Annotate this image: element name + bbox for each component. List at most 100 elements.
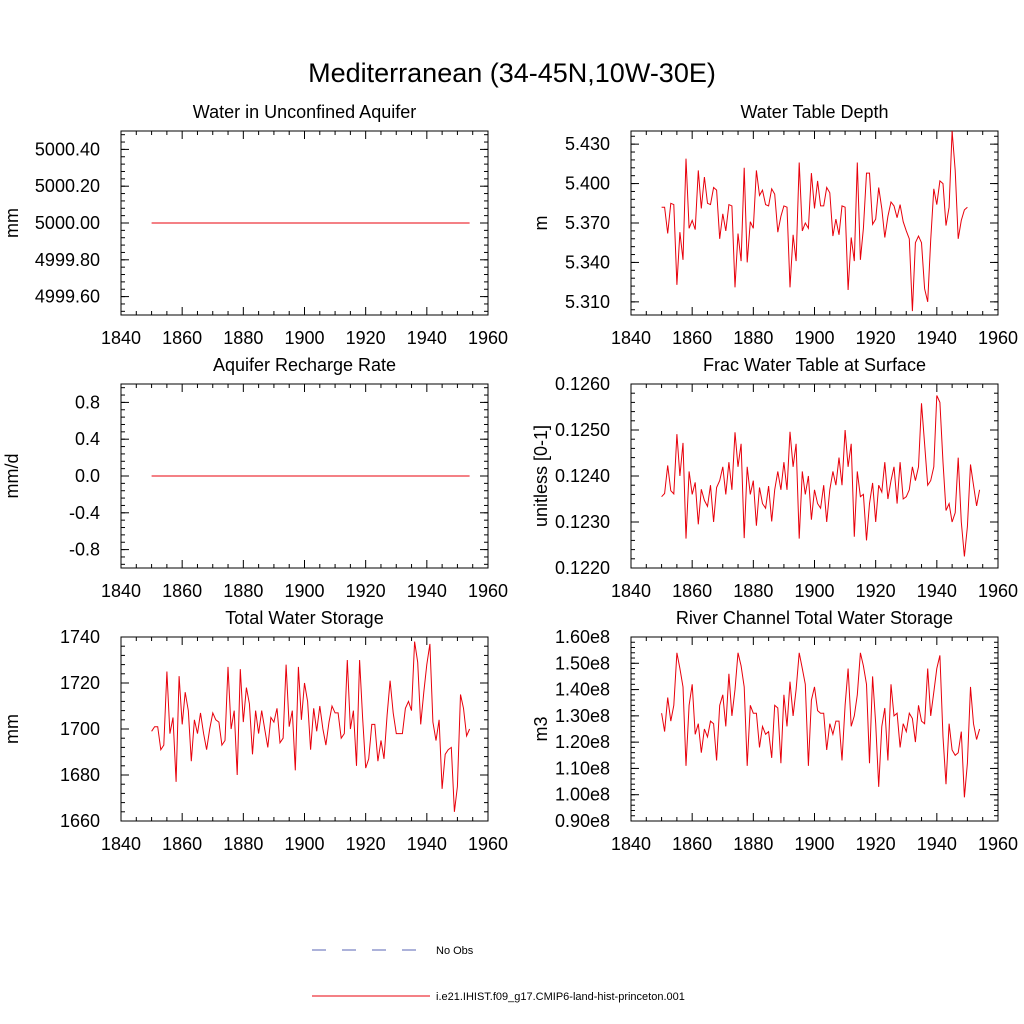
plot-frame [630, 383, 999, 569]
x-tick-label: 1940 [917, 834, 957, 854]
x-tick-label: 1920 [856, 328, 896, 348]
x-tick-label: 1880 [733, 328, 773, 348]
x-tick-label: 1840 [611, 328, 651, 348]
x-tick-label: 1960 [978, 834, 1018, 854]
y-tick-label: 1.40e8 [555, 680, 610, 700]
panel-2: Water Table Depth m 1840 1860 1880 1900 1920 19… [531, 102, 1018, 348]
x-tick-label: 1840 [611, 834, 651, 854]
y-tick-label: 0.1240 [555, 466, 610, 486]
x-tick-label: 1920 [346, 834, 386, 854]
x-tick-label: 1900 [794, 581, 834, 601]
x-tick-label: 1840 [101, 328, 141, 348]
y-axis-label: mm/d [2, 454, 22, 499]
panel-3: Aquifer Recharge Rate mm/d 1840 1860 1880 190… [2, 355, 508, 601]
panel-title: Water Table Depth [740, 102, 888, 122]
x-tick-label: 1860 [162, 328, 202, 348]
x-tick-label: 1920 [856, 834, 896, 854]
x-tick-label: 1920 [856, 581, 896, 601]
y-tick-label: 1.10e8 [555, 758, 610, 778]
y-tick-label: 5000.00 [35, 213, 100, 233]
y-tick-label: 4999.60 [35, 287, 100, 307]
x-tick-label: 1880 [733, 834, 773, 854]
y-tick-label: 5.400 [565, 174, 610, 194]
panel-title: River Channel Total Water Storage [676, 608, 953, 628]
series-line-1 [661, 130, 968, 312]
series-line-1 [661, 652, 981, 798]
panel-title: Aquifer Recharge Rate [213, 355, 396, 375]
y-tick-label: 1680 [60, 765, 100, 785]
y-axis-label: unitless [0-1] [531, 425, 551, 527]
y-tick-label: 5000.40 [35, 139, 100, 159]
y-tick-label: 5.370 [565, 213, 610, 233]
y-tick-label: 5000.20 [35, 176, 100, 196]
panel-1: Water in Unconfined Aquifer mm 1840 1860 188… [2, 102, 508, 348]
x-tick-label: 1860 [672, 328, 712, 348]
x-tick-label: 1900 [794, 834, 834, 854]
x-tick-label: 1840 [611, 581, 651, 601]
x-tick-label: 1880 [223, 581, 263, 601]
x-tick-label: 1920 [346, 581, 386, 601]
x-tick-label: 1960 [978, 581, 1018, 601]
x-tick-label: 1960 [468, 328, 508, 348]
x-tick-label: 1940 [407, 834, 447, 854]
y-tick-label: 1.30e8 [555, 706, 610, 726]
panel-title: Water in Unconfined Aquifer [193, 102, 416, 122]
y-tick-label: -0.8 [69, 540, 100, 560]
y-tick-label: 0.1220 [555, 558, 610, 578]
x-tick-label: 1880 [223, 328, 263, 348]
x-tick-label: 1940 [407, 328, 447, 348]
legend: No Obs i.e21.IHIST.f09_g17.CMIP6-land-hi… [312, 945, 685, 1003]
y-tick-label: 0.1260 [555, 374, 610, 394]
y-tick-label: 1.60e8 [555, 627, 610, 647]
y-tick-label: 1660 [60, 811, 100, 831]
panel-4: Frac Water Table at Surface unitless [0-1… [531, 355, 1018, 601]
y-tick-label: 1740 [60, 627, 100, 647]
y-tick-label: 1.20e8 [555, 732, 610, 752]
panel-title: Frac Water Table at Surface [703, 355, 926, 375]
x-tick-label: 1960 [468, 834, 508, 854]
panel-title: Total Water Storage [225, 608, 383, 628]
x-tick-label: 1940 [917, 328, 957, 348]
x-tick-label: 1880 [733, 581, 773, 601]
x-tick-label: 1960 [468, 581, 508, 601]
y-tick-label: 1.50e8 [555, 653, 610, 673]
y-tick-label: 1700 [60, 719, 100, 739]
y-tick-label: 0.8 [75, 392, 100, 412]
x-tick-label: 1900 [284, 834, 324, 854]
y-tick-label: 0.4 [75, 429, 100, 449]
y-axis-label: mm [2, 714, 22, 744]
legend-label-no-obs: No Obs [436, 945, 474, 957]
x-tick-label: 1860 [672, 581, 712, 601]
x-tick-label: 1900 [284, 328, 324, 348]
y-tick-label: 0.1250 [555, 420, 610, 440]
legend-label-model-run: i.e21.IHIST.f09_g17.CMIP6-land-hist-prin… [436, 991, 685, 1003]
panel-5: Total Water Storage mm 1840 1860 1880 1900 192… [2, 608, 508, 854]
x-tick-label: 1960 [978, 328, 1018, 348]
x-tick-label: 1920 [346, 328, 386, 348]
panel-6: River Channel Total Water Storage m3 1840 1… [531, 608, 1018, 854]
x-tick-label: 1840 [101, 581, 141, 601]
y-axis-label: m3 [531, 716, 551, 741]
y-tick-label: 1.00e8 [555, 785, 610, 805]
series-line-1 [661, 395, 981, 557]
x-tick-label: 1860 [162, 834, 202, 854]
y-tick-label: 4999.80 [35, 250, 100, 270]
y-tick-label: 0.90e8 [555, 811, 610, 831]
x-tick-label: 1860 [672, 834, 712, 854]
y-tick-label: 5.310 [565, 292, 610, 312]
x-tick-label: 1840 [101, 834, 141, 854]
x-tick-label: 1940 [407, 581, 447, 601]
y-tick-label: 0.1230 [555, 512, 610, 532]
y-axis-label: m [531, 216, 551, 231]
y-tick-label: -0.4 [69, 503, 100, 523]
x-tick-label: 1900 [284, 581, 324, 601]
y-axis-label: mm [2, 208, 22, 238]
y-tick-label: 5.430 [565, 134, 610, 154]
x-tick-label: 1860 [162, 581, 202, 601]
x-tick-label: 1900 [794, 328, 834, 348]
y-tick-label: 0.0 [75, 466, 100, 486]
panels: Water in Unconfined Aquifer mm 1840 1860 188… [2, 102, 1018, 854]
y-tick-label: 5.340 [565, 252, 610, 272]
plot-frame [120, 636, 489, 822]
